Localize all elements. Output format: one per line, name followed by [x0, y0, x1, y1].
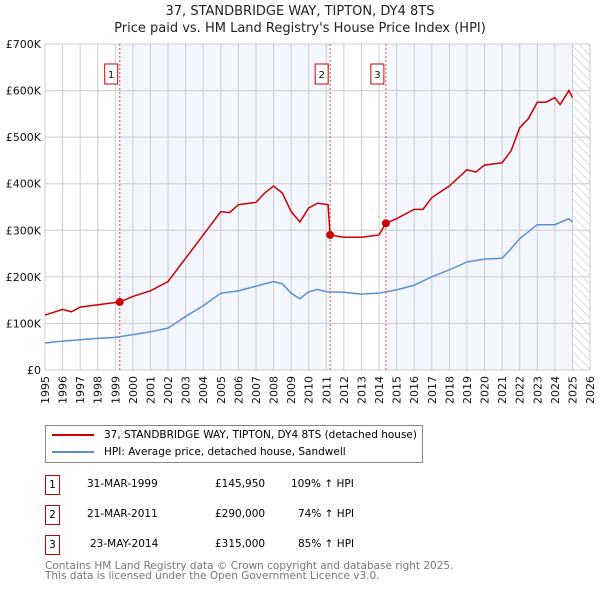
- y-tick-label: £200K: [6, 271, 42, 284]
- sale-label: 2: [318, 70, 324, 81]
- y-tick-label: £500K: [6, 131, 42, 144]
- legend-label: 37, STANDBRIDGE WAY, TIPTON, DY4 8TS (de…: [104, 428, 417, 441]
- y-tick-label: £0: [27, 364, 41, 377]
- x-tick-label: 2006: [232, 376, 245, 404]
- x-tick-label: 2010: [303, 376, 316, 404]
- sale-marker: 1: [45, 475, 60, 495]
- x-tick-label: 2013: [355, 376, 368, 404]
- legend-swatch: [52, 433, 94, 436]
- x-tick-label: 1996: [57, 376, 70, 404]
- shaded-region: [119, 44, 331, 370]
- sale-date: 31-MAR-1999: [87, 478, 158, 490]
- sale-label-box: [314, 63, 329, 85]
- sale-label: 1: [108, 70, 114, 81]
- sale-hpi: 74% ↑ HPI: [298, 508, 355, 520]
- sale-hpi: 85% ↑ HPI: [298, 538, 355, 550]
- y-tick-label: £600K: [6, 85, 42, 98]
- sale-price: £290,000: [215, 508, 266, 520]
- x-tick-label: 2004: [197, 376, 210, 404]
- sale-marker: 3: [45, 535, 60, 555]
- x-tick-label: 1995: [39, 376, 52, 404]
- x-tick-label: 2017: [426, 376, 439, 404]
- footer-line: This data is licensed under the Open Gov…: [45, 570, 380, 582]
- shaded-region: [385, 44, 573, 370]
- sale-price: £145,950: [215, 478, 266, 490]
- x-tick-label: 2007: [250, 376, 263, 404]
- x-tick-label: 2009: [285, 376, 298, 404]
- footer: Contains HM Land Registry data © Crown c…: [45, 560, 454, 582]
- chart-svg: 1995 1996 1997 1998 1999 2000 2001 2002 2003 2004…: [6, 38, 597, 404]
- chart-subtitle: Price paid vs. HM Land Registry's House …: [114, 21, 486, 36]
- x-tick-label: 2003: [180, 376, 193, 404]
- x-tick-label: 2026: [584, 376, 597, 404]
- x-tick-label: 2001: [144, 376, 157, 404]
- x-tick-label: 1998: [92, 376, 105, 404]
- sale-point: [115, 298, 124, 307]
- y-tick-label: £300K: [6, 224, 42, 237]
- x-tick-label: 2015: [391, 376, 404, 404]
- x-tick-label: 2005: [215, 376, 228, 404]
- legend-swatch: [52, 450, 94, 453]
- x-tick-label: 2022: [514, 376, 527, 404]
- legend-item-property: 37, STANDBRIDGE WAY, TIPTON, DY4 8TS (de…: [52, 426, 422, 443]
- sale-date: 21-MAR-2011: [87, 508, 158, 520]
- x-tick-label: 2024: [549, 376, 562, 404]
- x-tick-label: 2000: [127, 376, 140, 404]
- x-tick-label: 2002: [162, 376, 175, 404]
- sale-row: 1 31-MAR-1999 £145,950 109% ↑ HPI: [45, 475, 465, 495]
- x-tick-label: 2023: [531, 376, 544, 404]
- sale-date: 23-MAY-2014: [90, 538, 159, 550]
- x-tick-label: 1997: [74, 376, 87, 404]
- sale-marker: 2: [45, 505, 60, 525]
- x-tick-label: 2008: [268, 376, 281, 404]
- sale-point: [381, 219, 390, 228]
- legend-label: HPI: Average price, detached house, Sand…: [104, 445, 346, 458]
- x-tick-label: 2016: [408, 376, 421, 404]
- x-tick-label: 2011: [320, 376, 333, 404]
- x-tick-label: 2018: [443, 376, 456, 404]
- sale-label-box: [370, 63, 385, 85]
- sale-point: [326, 230, 335, 239]
- sale-row: 3 23-MAY-2014 £315,000 85% ↑ HPI: [45, 535, 465, 555]
- y-tick-label: £100K: [6, 317, 42, 330]
- x-tick-label: 1999: [109, 376, 122, 404]
- chart-title: 37, STANDBRIDGE WAY, TIPTON, DY4 8TS: [165, 4, 435, 19]
- series-line-property: [44, 89, 574, 316]
- x-tick-label: 2014: [373, 376, 386, 404]
- x-tick-label: 2021: [496, 376, 509, 404]
- sale-price: £315,000: [215, 538, 266, 550]
- x-tick-label: 2012: [338, 376, 351, 404]
- forecast-hatch: [572, 44, 590, 370]
- y-tick-label: £700K: [6, 38, 42, 51]
- x-tick-label: 2019: [461, 376, 474, 404]
- sale-label-box: [104, 63, 119, 85]
- sale-label: 3: [374, 70, 380, 81]
- sale-hpi: 109% ↑ HPI: [291, 478, 354, 490]
- legend: 37, STANDBRIDGE WAY, TIPTON, DY4 8TS (de…: [45, 425, 423, 463]
- legend-item-hpi: HPI: Average price, detached house, Sand…: [52, 443, 422, 460]
- plot-border: [44, 43, 591, 371]
- sale-row: 2 21-MAR-2011 £290,000 74% ↑ HPI: [45, 505, 465, 525]
- series-line-hpi: [44, 217, 573, 344]
- x-tick-label: 2025: [566, 376, 579, 404]
- x-tick-label: 2020: [479, 376, 492, 404]
- y-tick-label: £400K: [6, 178, 42, 191]
- footer-line: Contains HM Land Registry data © Crown c…: [45, 560, 454, 572]
